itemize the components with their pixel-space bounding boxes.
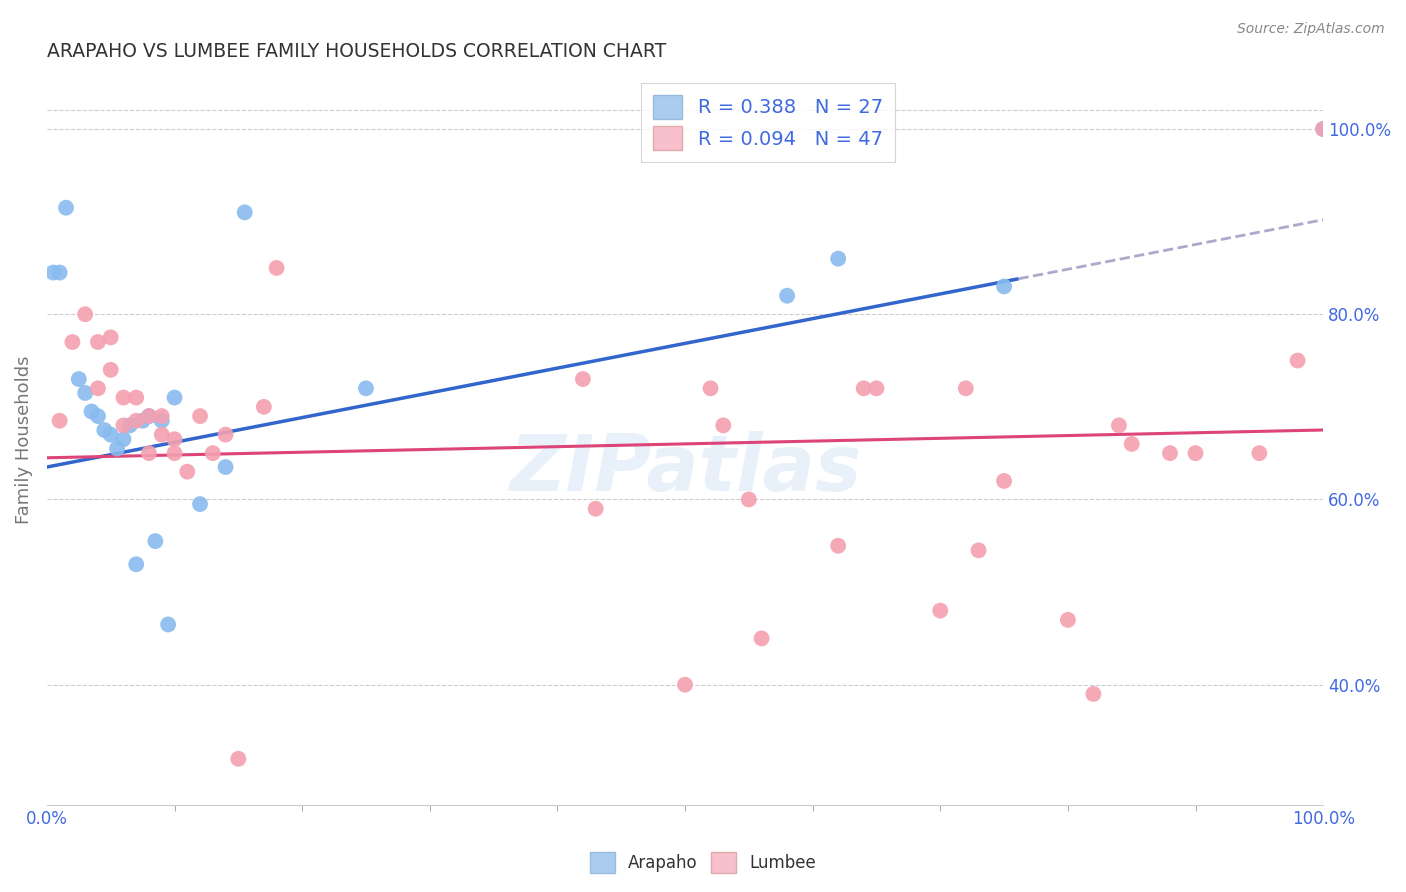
Point: [188, 409, 211, 423]
Point: [75, 386, 97, 401]
Point: [48, 266, 70, 280]
Point: [233, 205, 256, 219]
Point: [827, 539, 849, 553]
Point: [201, 446, 224, 460]
Text: Source: ZipAtlas.com: Source: ZipAtlas.com: [1237, 22, 1385, 37]
Point: [150, 427, 173, 442]
Point: [150, 414, 173, 428]
Point: [711, 418, 734, 433]
Point: [87, 381, 110, 395]
Point: [48, 414, 70, 428]
Point: [738, 492, 761, 507]
Point: [1312, 122, 1334, 136]
Point: [266, 260, 288, 275]
Point: [929, 604, 952, 618]
Point: [131, 414, 153, 428]
Point: [1057, 613, 1080, 627]
Point: [1184, 446, 1206, 460]
Point: [112, 418, 135, 433]
Legend: R = 0.388   N = 27, R = 0.094   N = 47: R = 0.388 N = 27, R = 0.094 N = 47: [641, 83, 894, 161]
Point: [214, 427, 236, 442]
Point: [1108, 418, 1130, 433]
Point: [1249, 446, 1271, 460]
Point: [138, 409, 160, 423]
Point: [100, 363, 122, 377]
Point: [125, 558, 148, 572]
Point: [163, 391, 186, 405]
Point: [993, 279, 1015, 293]
Point: [214, 460, 236, 475]
Point: [1286, 353, 1309, 368]
Point: [118, 418, 141, 433]
Point: [572, 372, 595, 386]
Point: [62, 334, 84, 349]
Point: [150, 409, 173, 423]
Point: [699, 381, 721, 395]
Point: [967, 543, 990, 558]
Point: [157, 617, 180, 632]
Point: [138, 446, 160, 460]
Y-axis label: Family Households: Family Households: [15, 355, 32, 524]
Point: [100, 427, 122, 442]
Point: [993, 474, 1015, 488]
Point: [138, 409, 160, 423]
Point: [1083, 687, 1105, 701]
Point: [42, 266, 65, 280]
Point: [145, 534, 167, 549]
Point: [125, 391, 148, 405]
Point: [125, 414, 148, 428]
Point: [585, 501, 607, 516]
Point: [253, 400, 276, 414]
Point: [112, 432, 135, 446]
Text: ARAPAHO VS LUMBEE FAMILY HOUSEHOLDS CORRELATION CHART: ARAPAHO VS LUMBEE FAMILY HOUSEHOLDS CORR…: [46, 42, 666, 61]
Point: [163, 446, 186, 460]
Point: [100, 330, 122, 344]
Point: [852, 381, 875, 395]
Point: [163, 432, 186, 446]
Point: [827, 252, 849, 266]
Point: [673, 678, 696, 692]
Point: [75, 307, 97, 321]
Point: [87, 409, 110, 423]
Point: [865, 381, 887, 395]
Point: [228, 752, 250, 766]
Point: [112, 391, 135, 405]
Point: [776, 289, 799, 303]
Point: [1121, 437, 1143, 451]
Point: [751, 632, 773, 646]
Point: [105, 442, 128, 456]
Point: [1312, 122, 1334, 136]
Point: [1159, 446, 1181, 460]
Text: ZIPatlas: ZIPatlas: [509, 431, 860, 507]
Point: [955, 381, 977, 395]
Point: [67, 372, 90, 386]
Point: [87, 334, 110, 349]
Point: [80, 404, 103, 418]
Legend: Arapaho, Lumbee: Arapaho, Lumbee: [583, 846, 823, 880]
Point: [93, 423, 115, 437]
Point: [354, 381, 377, 395]
Point: [55, 201, 77, 215]
Point: [188, 497, 211, 511]
Point: [176, 465, 198, 479]
